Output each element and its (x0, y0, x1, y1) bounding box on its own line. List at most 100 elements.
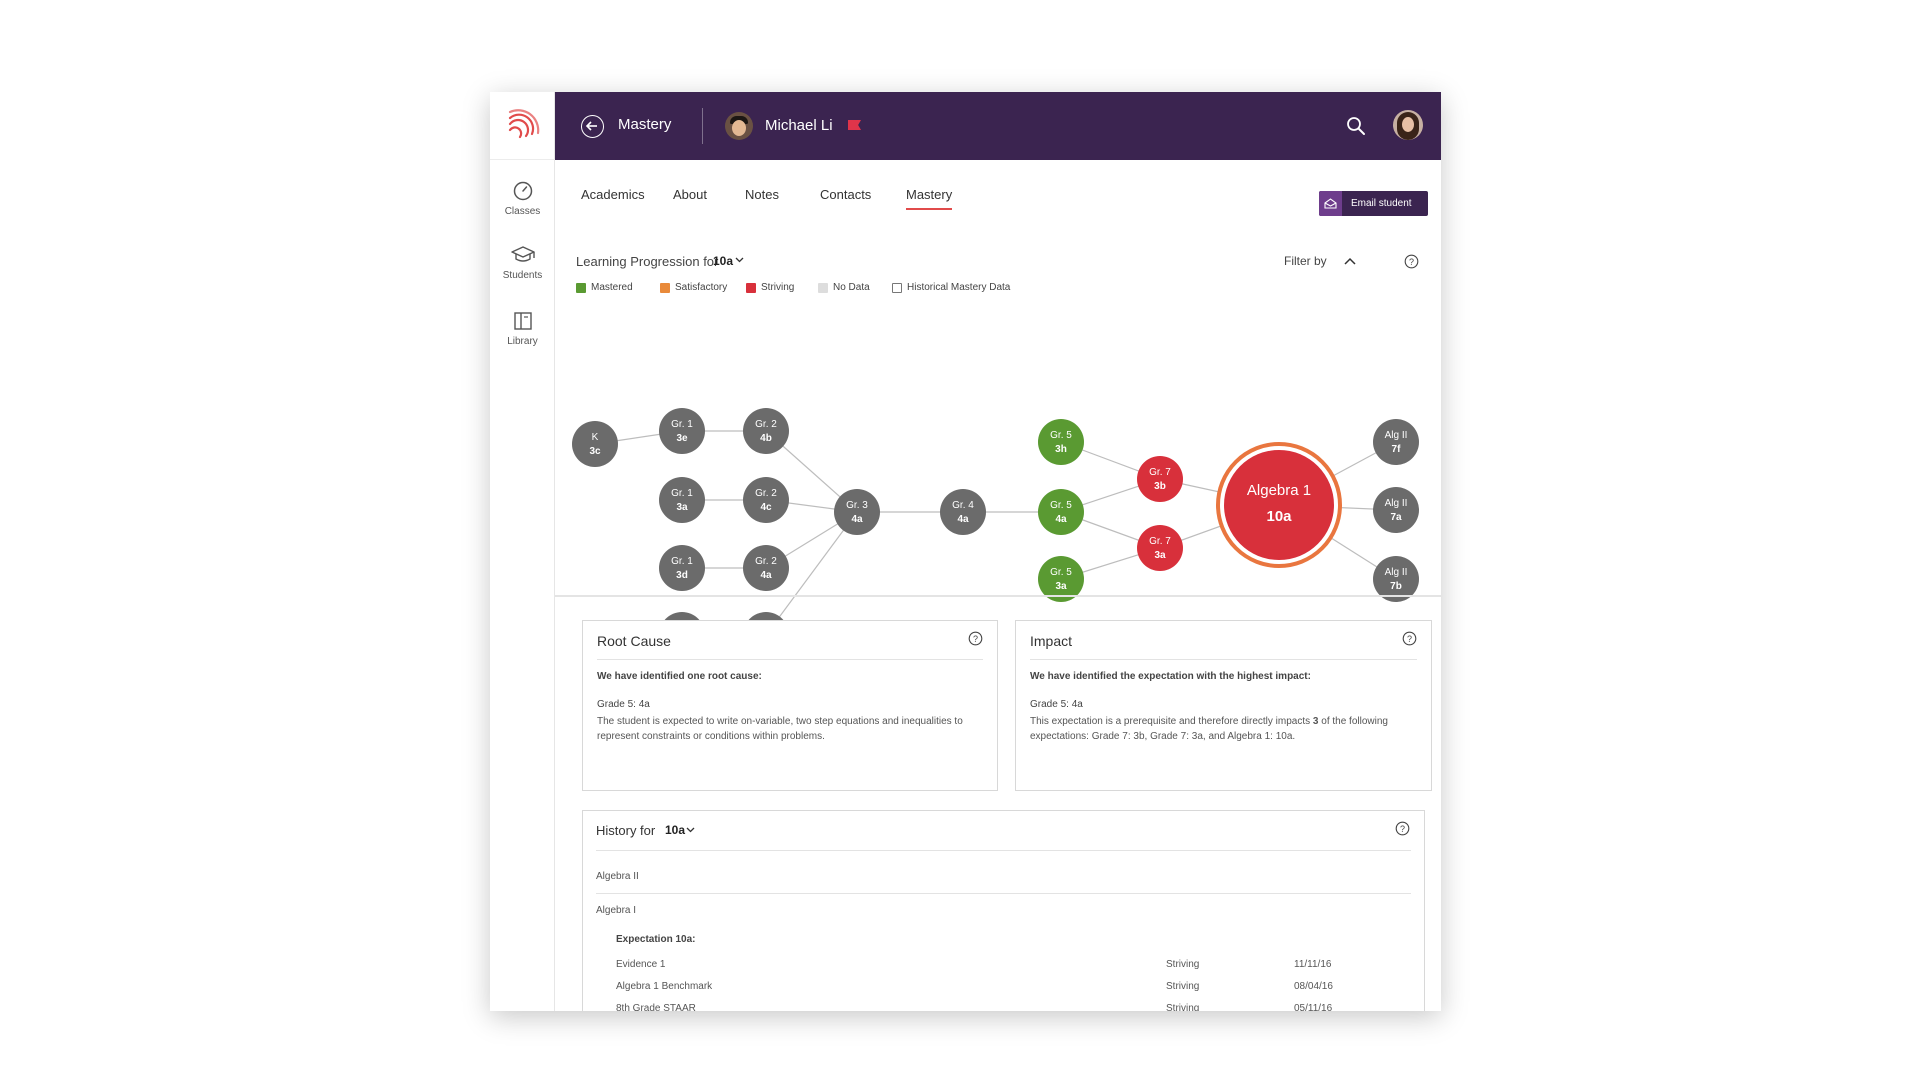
progression-select[interactable]: 10a (713, 254, 734, 268)
email-student-button[interactable]: Email student (1319, 191, 1428, 216)
top-bar: Mastery Michael Li (555, 92, 1441, 160)
history-section-algebra-i[interactable]: Algebra I (596, 905, 637, 916)
graph-node-grade: Gr. 2 (755, 419, 777, 430)
graph-node-grade: Algebra 1 (1247, 482, 1311, 499)
history-row-date: 11/11/16 (1294, 959, 1332, 970)
tab-about[interactable]: About (673, 187, 707, 202)
progression-label: Learning Progression for (576, 254, 719, 269)
graph-node-code: 4b (760, 433, 772, 444)
email-icon (1324, 198, 1337, 209)
back-arrow-icon (585, 121, 597, 131)
graph-node-g13d[interactable]: Gr. 1 3d (659, 545, 705, 591)
sidebar: Classes Students Library (490, 92, 555, 1011)
sidebar-item-students[interactable]: Students (490, 244, 555, 296)
graph-node-grade: Gr. 1 (671, 556, 693, 567)
impact-subtitle: Grade 5: 4a (1030, 699, 1083, 710)
graph-node-g34a[interactable]: Gr. 3 4a (834, 489, 880, 535)
brand-logo[interactable] (490, 92, 555, 160)
graph-node-g24c[interactable]: Gr. 2 4c (743, 477, 789, 523)
graph-node-a27b[interactable]: Alg II 7b (1373, 556, 1419, 602)
graph-node-g13a[interactable]: Gr. 1 3a (659, 477, 705, 523)
student-name: Michael Li (765, 117, 833, 134)
help-icon[interactable]: ? (1404, 254, 1419, 269)
history-section-algebra-ii[interactable]: Algebra II (596, 871, 639, 882)
graph-node-k3c[interactable]: K 3c (572, 421, 618, 467)
user-avatar[interactable] (1393, 110, 1423, 140)
search-icon[interactable] (1346, 116, 1366, 136)
sidebar-item-label: Library (507, 336, 538, 347)
svg-text:?: ? (1409, 257, 1414, 267)
graph-node-grade: Gr. 1 (671, 488, 693, 499)
graph-node-grade: K (592, 432, 599, 443)
graph-node-code: 3h (1055, 444, 1067, 455)
graph-node-code: 3d (676, 570, 688, 581)
graph-node-g53h[interactable]: Gr. 5 3h (1038, 419, 1084, 465)
help-icon[interactable]: ? (1395, 821, 1410, 836)
tab-mastery[interactable]: Mastery (906, 187, 953, 210)
graph-node-code: 3e (676, 433, 688, 444)
history-panel: History for 10a ? Algebra II Algebra I E… (582, 810, 1425, 1011)
email-student-label: Email student (1351, 198, 1412, 209)
help-icon[interactable]: ? (968, 631, 983, 646)
history-row-status: Striving (1166, 981, 1200, 992)
graph-node-code: 4a (851, 514, 863, 525)
history-row-name: 8th Grade STAAR (616, 1003, 696, 1011)
root-cause-lead: We have identified one root cause: (597, 671, 762, 682)
tab-notes[interactable]: Notes (745, 187, 779, 202)
svg-text:?: ? (1407, 634, 1412, 644)
section-divider (555, 595, 1441, 597)
root-cause-card: Root Cause ? We have identified one root… (582, 620, 998, 791)
tab-academics[interactable]: Academics (581, 187, 645, 202)
graph-node-code: 7f (1392, 444, 1402, 455)
sidebar-item-label: Classes (504, 206, 541, 217)
graph-node-code: 4a (1055, 514, 1067, 525)
chevron-up-icon[interactable] (1344, 257, 1356, 266)
impact-card: Impact ? We have identified the expectat… (1015, 620, 1432, 791)
history-row-status: Striving (1166, 1003, 1200, 1011)
graph-node-code: 3c (589, 446, 601, 457)
graph-node-a27a[interactable]: Alg II 7a (1373, 487, 1419, 533)
graduation-cap-icon (510, 246, 535, 262)
chevron-down-icon[interactable] (735, 255, 744, 264)
graph-node-code: 3b (1154, 481, 1166, 492)
graph-node-alg10a[interactable]: Algebra 1 10a (1216, 442, 1342, 568)
graph-node-code: 7b (1390, 581, 1402, 592)
graph-node-grade: Gr. 2 (755, 488, 777, 499)
sidebar-item-library[interactable]: Library (490, 310, 555, 362)
sidebar-item-label: Students (502, 270, 543, 281)
graph-node-grade: Alg II (1385, 430, 1408, 441)
graph-node-grade: Gr. 5 (1050, 430, 1072, 441)
chevron-down-icon[interactable] (686, 825, 695, 834)
graph-node-g24a[interactable]: Gr. 2 4a (743, 545, 789, 591)
student-avatar (725, 112, 753, 140)
graph-edge (765, 511, 858, 636)
history-label: History for (596, 823, 656, 838)
graph-node-g53a[interactable]: Gr. 5 3a (1038, 556, 1084, 602)
graph-node-code: 4a (760, 570, 772, 581)
graph-node-g24b[interactable]: Gr. 2 4b (743, 408, 789, 454)
history-select[interactable]: 10a (665, 823, 686, 837)
graph-node-a27f[interactable]: Alg II 7f (1373, 419, 1419, 465)
back-button[interactable] (581, 115, 604, 138)
graph-node-g44a[interactable]: Gr. 4 4a (940, 489, 986, 535)
page-title: Mastery (618, 116, 672, 133)
app-window: Classes Students Library (490, 92, 1441, 1011)
graph-node-code: 4c (760, 502, 772, 513)
graph-node-grade: Alg II (1385, 567, 1408, 578)
graph-node-grade: Gr. 3 (846, 500, 868, 511)
sidebar-item-classes[interactable]: Classes (490, 180, 555, 232)
flag-icon[interactable] (848, 120, 861, 130)
graph-node-g73a[interactable]: Gr. 7 3a (1137, 525, 1183, 571)
tab-contacts[interactable]: Contacts (820, 187, 872, 202)
filter-label[interactable]: Filter by (1284, 254, 1327, 268)
help-icon[interactable]: ? (1402, 631, 1417, 646)
history-row-date: 05/11/16 (1294, 1003, 1333, 1011)
svg-text:?: ? (973, 634, 978, 644)
impact-lead: We have identified the expectation with … (1030, 671, 1311, 682)
graph-node-g13e[interactable]: Gr. 1 3e (659, 408, 705, 454)
graph-node-g73b[interactable]: Gr. 7 3b (1137, 456, 1183, 502)
graph-node-g54a[interactable]: Gr. 5 4a (1038, 489, 1084, 535)
history-row-name: Evidence 1 (616, 959, 666, 970)
graph-node-grade: Alg II (1385, 498, 1408, 509)
graph-node-code: 3a (1154, 550, 1166, 561)
